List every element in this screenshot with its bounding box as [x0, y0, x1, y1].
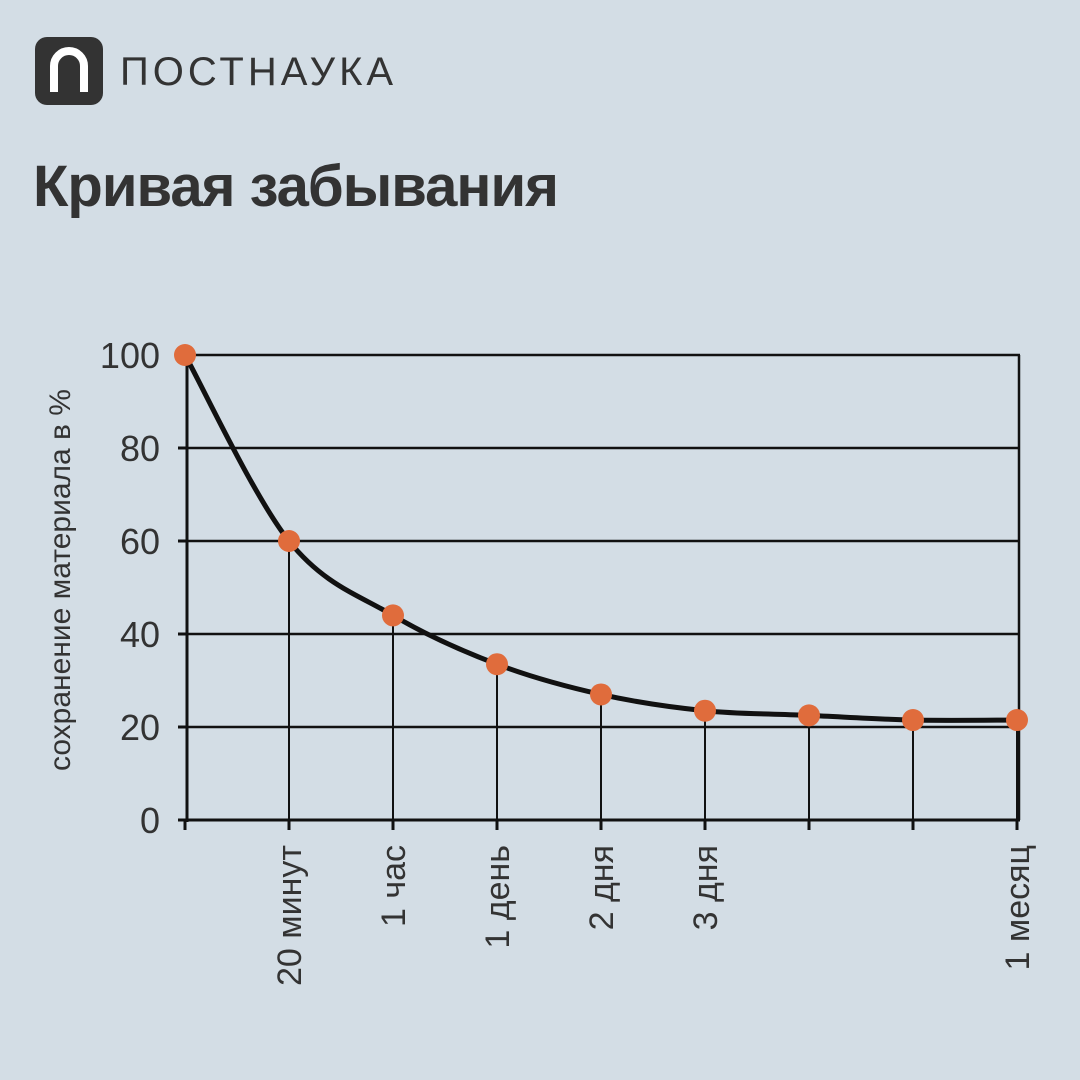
- point: [798, 704, 820, 727]
- y-tick-label: 60: [120, 521, 160, 562]
- x-tick-label: 1 месяц: [999, 845, 1037, 971]
- point: [278, 530, 300, 552]
- point: [1006, 709, 1028, 732]
- y-tick-label: 80: [120, 428, 160, 469]
- x-tick-label: 20 минут: [271, 845, 309, 986]
- point: [382, 604, 404, 627]
- chart-title: Кривая забывания: [33, 154, 558, 219]
- point: [694, 699, 716, 722]
- point: [590, 683, 612, 706]
- point: [902, 709, 924, 732]
- x-tick-label: 1 день: [479, 845, 517, 949]
- y-tick-label: 0: [140, 800, 160, 841]
- y-axis-title: сохранение материала в %: [44, 389, 77, 771]
- x-tick-label: 1 час: [375, 845, 413, 927]
- x-tick-label: 3 дня: [687, 845, 725, 930]
- point: [486, 653, 508, 676]
- y-tick-label: 20: [120, 707, 160, 748]
- point: [174, 344, 196, 366]
- logo-glyph: [50, 47, 88, 92]
- brand: ПОСТНАУКА: [120, 50, 397, 94]
- y-tick-label: 40: [120, 614, 160, 655]
- x-tick-label: 2 дня: [583, 845, 621, 930]
- y-tick-label: 100: [100, 335, 160, 376]
